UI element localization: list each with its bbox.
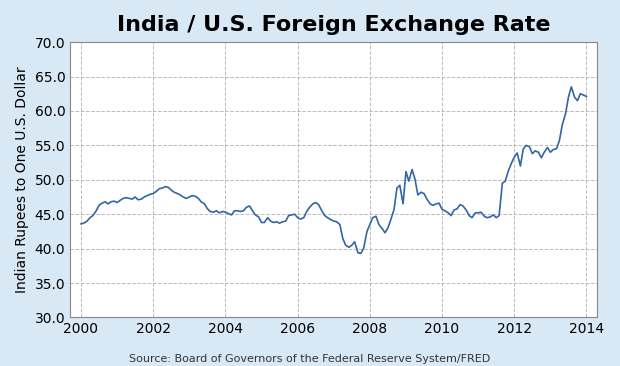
Title: India / U.S. Foreign Exchange Rate: India / U.S. Foreign Exchange Rate xyxy=(117,15,551,35)
Y-axis label: Indian Rupees to One U.S. Dollar: Indian Rupees to One U.S. Dollar xyxy=(15,67,29,293)
Text: Source: Board of Governors of the Federal Reserve System/FRED: Source: Board of Governors of the Federa… xyxy=(130,354,490,364)
